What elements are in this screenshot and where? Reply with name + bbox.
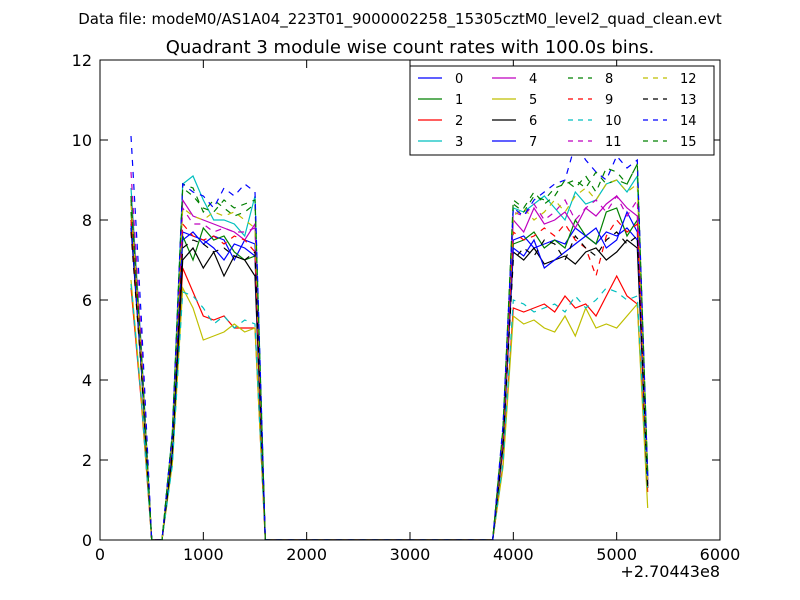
series-line-15 [130, 161, 649, 540]
x-tick-label: 6000 [700, 545, 741, 564]
series-line-6 [130, 227, 649, 540]
y-tick-label: 0 [82, 531, 92, 550]
series-line-12 [130, 179, 649, 540]
y-tick-label: 6 [82, 291, 92, 310]
x-tick-label: 1000 [183, 545, 224, 564]
series-line-1 [130, 207, 649, 540]
x-tick-label: 2000 [286, 545, 327, 564]
series-line-10 [130, 283, 649, 540]
x-offset-label: +2.70443e8 [620, 562, 720, 581]
legend-label-14: 14 [680, 114, 697, 129]
x-tick-label: 3000 [390, 545, 431, 564]
y-tick-label: 4 [82, 371, 92, 390]
legend-label-4: 4 [529, 72, 537, 87]
y-tick-label: 8 [82, 211, 92, 230]
legend-label-7: 7 [529, 135, 537, 150]
series-line-0 [130, 219, 649, 540]
legend-label-8: 8 [605, 72, 613, 87]
series-line-7 [130, 210, 649, 540]
series-line-5 [130, 279, 649, 540]
series-line-2 [130, 267, 649, 540]
series-line-13 [130, 231, 649, 540]
y-tick-label: 2 [82, 451, 92, 470]
series-line-3 [130, 174, 649, 540]
legend-label-0: 0 [455, 72, 463, 87]
legend-label-12: 12 [680, 72, 697, 87]
suptitle: Data file: modeM0/AS1A04_223T01_90000022… [78, 10, 722, 29]
x-axis: 0 1000 2000 3000 4000 5000 6000 [95, 60, 740, 564]
series-line-4 [130, 195, 649, 540]
legend-label-3: 3 [455, 135, 463, 150]
x-tick-label: 5000 [596, 545, 637, 564]
y-tick-label: 12 [72, 51, 92, 70]
legend-label-13: 13 [680, 93, 697, 108]
chart-title: Quadrant 3 module wise count rates with … [166, 37, 655, 58]
legend-box [409, 65, 715, 156]
legend-label-1: 1 [455, 93, 463, 108]
series-line-11 [130, 171, 649, 540]
legend-label-9: 9 [605, 93, 613, 108]
x-tick-label: 4000 [493, 545, 534, 564]
legend-label-10: 10 [605, 114, 622, 129]
legend-label-6: 6 [529, 114, 537, 129]
series-line-14 [130, 135, 649, 540]
y-tick-label: 10 [72, 131, 92, 150]
legend-label-15: 15 [680, 135, 697, 150]
series-lines [130, 135, 649, 540]
legend-label-2: 2 [455, 114, 463, 129]
x-tick-label: 0 [95, 545, 105, 564]
series-line-9 [130, 219, 649, 540]
legend-label-5: 5 [529, 93, 537, 108]
legend-label-11: 11 [605, 135, 622, 150]
